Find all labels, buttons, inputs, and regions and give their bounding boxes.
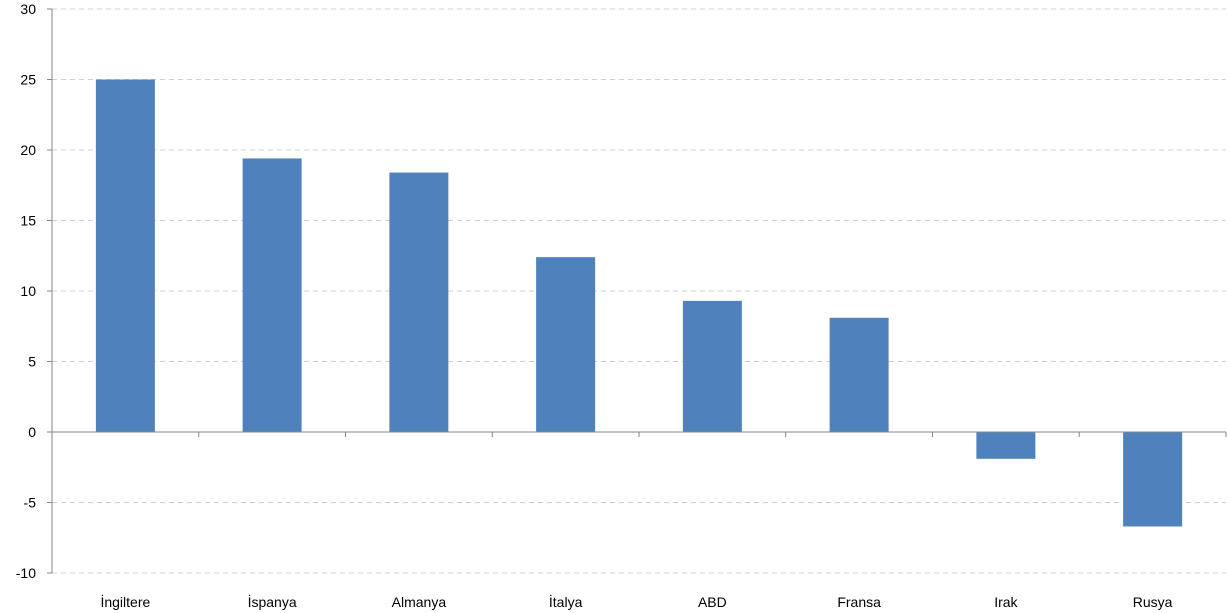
x-tick-label: Almanya bbox=[392, 594, 447, 610]
x-tick-label: İngiltere bbox=[100, 593, 150, 610]
x-tick-label: Irak bbox=[994, 594, 1018, 610]
x-tick-label: ABD bbox=[698, 594, 727, 610]
bar bbox=[242, 158, 302, 432]
bar bbox=[976, 432, 1036, 459]
y-tick-label: 0 bbox=[28, 424, 36, 440]
axes bbox=[47, 8, 1227, 574]
y-tick-label: 10 bbox=[20, 283, 36, 299]
bar bbox=[536, 257, 596, 432]
y-tick-label: 5 bbox=[28, 354, 36, 370]
bar bbox=[829, 317, 889, 432]
y-tick-label: 20 bbox=[20, 142, 36, 158]
y-tick-label: -5 bbox=[24, 495, 37, 511]
y-tick-label: 25 bbox=[20, 72, 36, 88]
gridlines bbox=[52, 8, 1226, 574]
bars bbox=[95, 79, 1183, 527]
x-tick-label: İspanya bbox=[248, 593, 297, 610]
bar bbox=[1123, 432, 1183, 527]
x-tick-label: Fransa bbox=[837, 594, 881, 610]
y-tick-label: 30 bbox=[20, 1, 36, 17]
bar bbox=[389, 172, 449, 432]
y-tick-label: 15 bbox=[20, 213, 36, 229]
bar bbox=[682, 300, 742, 432]
x-tick-label: İtalya bbox=[549, 593, 583, 610]
tick-labels: 30 25 20 15 10 5 0 -5 -10 İngiltere İspanya Almanya… bbox=[16, 1, 1173, 610]
bar bbox=[95, 79, 155, 432]
y-tick-label: -10 bbox=[16, 565, 36, 581]
x-tick-label: Rusya bbox=[1133, 594, 1173, 610]
